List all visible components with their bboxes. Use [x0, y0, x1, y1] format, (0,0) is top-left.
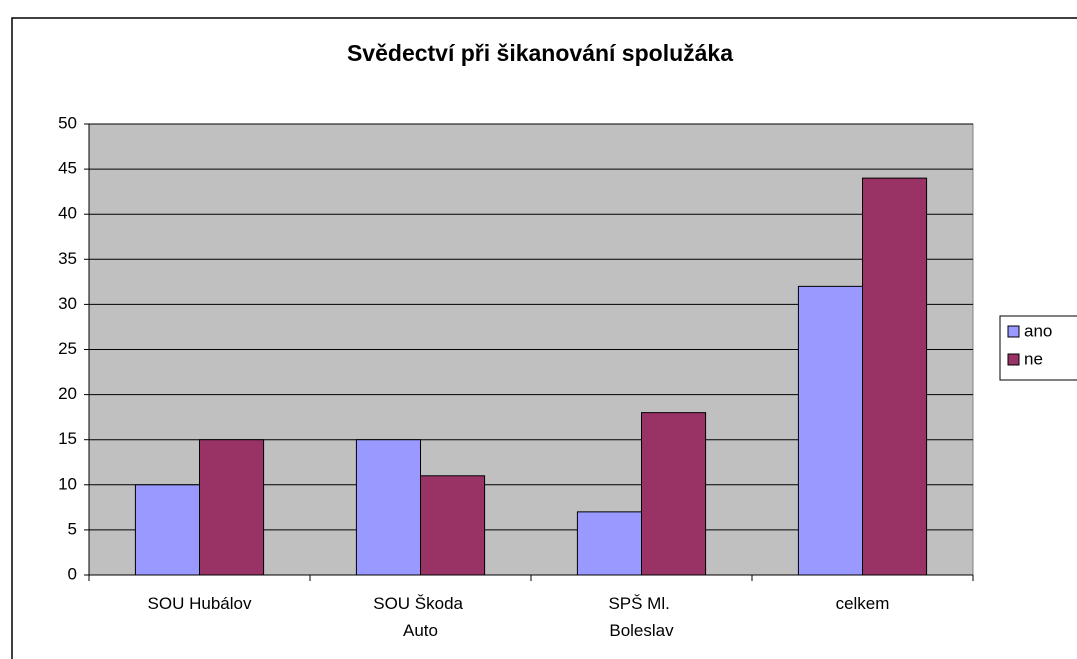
y-tick-label: 35 [58, 249, 77, 268]
bar [420, 475, 486, 576]
y-tick-label: 25 [58, 339, 77, 358]
y-tick-label: 50 [58, 113, 77, 132]
bar [797, 285, 863, 576]
x-tick-label: celkem [836, 594, 890, 613]
legend-label: ano [1024, 321, 1052, 340]
y-tick-label: 5 [68, 519, 77, 538]
legend-swatch [1007, 325, 1020, 338]
chart-title: Svědectví při šikanování spolužáka [347, 40, 733, 66]
y-tick-label: 15 [58, 429, 77, 448]
y-tick-label: 10 [58, 474, 77, 493]
y-tick-label: 30 [58, 294, 77, 313]
y-tick-label: 0 [68, 564, 77, 583]
bar [134, 484, 200, 576]
y-tick-label: 45 [58, 159, 77, 178]
x-tick-label: SPŠ Ml. Boleslav [608, 594, 674, 640]
y-tick-label: 40 [58, 204, 77, 223]
y-tick-label: 20 [58, 384, 77, 403]
legend-label: ne [1024, 349, 1043, 368]
legend-swatch [1007, 353, 1020, 366]
bar [199, 439, 265, 576]
bar [576, 511, 642, 576]
x-tick-label: SOU Škoda Auto [373, 594, 468, 640]
bar [641, 412, 707, 576]
bar [355, 439, 421, 576]
x-tick-label: SOU Hubálov [148, 594, 252, 613]
bar [862, 177, 928, 576]
